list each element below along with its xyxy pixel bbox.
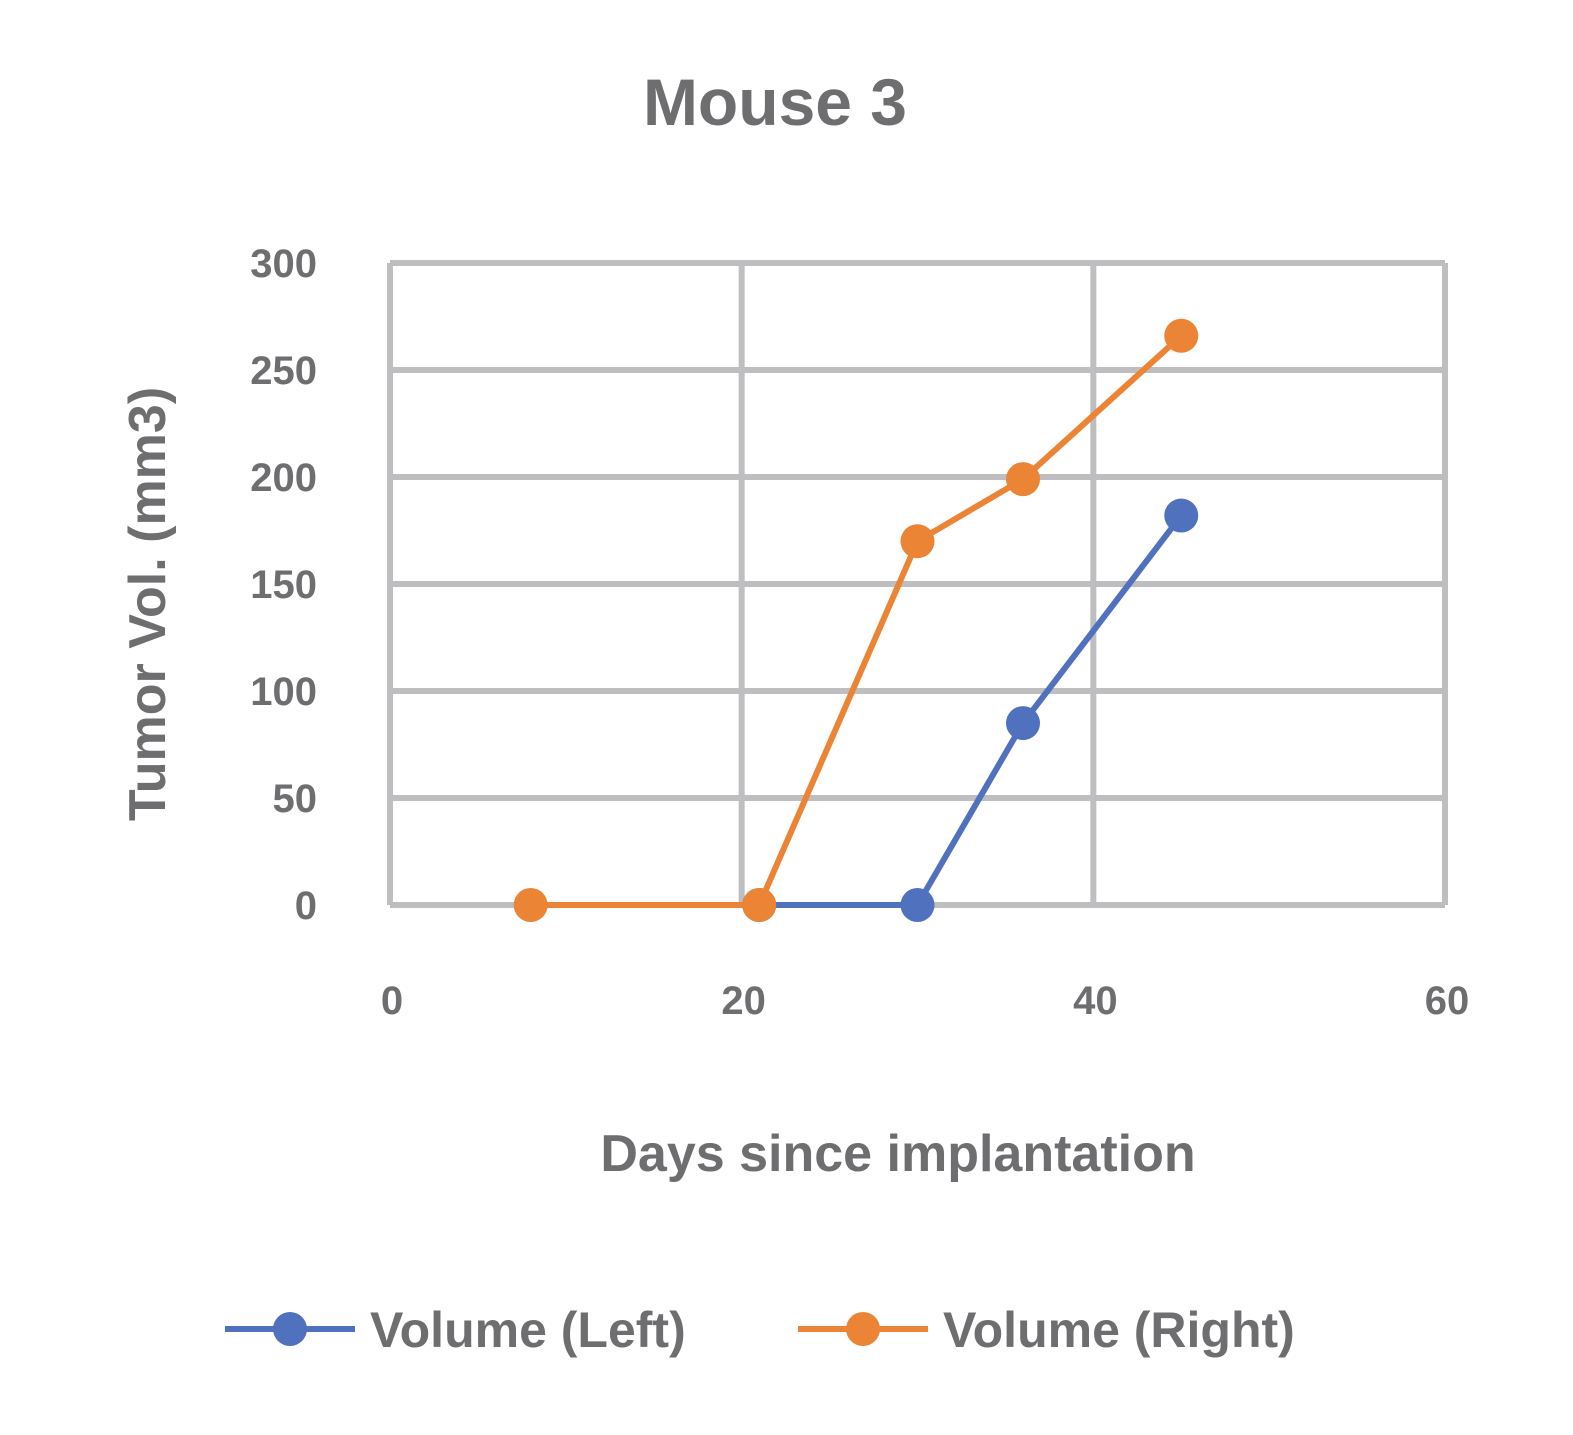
x-tick-label: 20	[721, 979, 766, 1023]
y-tick-label: 300	[250, 242, 317, 286]
data-point	[1006, 462, 1040, 497]
series-left	[742, 498, 1199, 922]
series-layer	[513, 318, 1199, 922]
x-tick-label: 40	[1073, 979, 1118, 1023]
data-point	[1164, 498, 1199, 533]
y-tick-label: 50	[273, 777, 318, 821]
series-line	[530, 333, 1184, 908]
data-point	[513, 888, 548, 922]
legend-marker	[846, 1312, 880, 1346]
legend-label: Volume (Right)	[943, 1302, 1295, 1358]
grid	[387, 260, 1448, 908]
data-point	[742, 888, 777, 922]
x-tick-label: 60	[1425, 979, 1470, 1023]
data-point	[900, 888, 935, 922]
legend-marker	[273, 1312, 307, 1346]
y-tick-label: 150	[250, 563, 317, 607]
y-tick-label: 100	[250, 670, 317, 714]
y-tick-label: 0	[295, 884, 317, 928]
legend-item-right: Volume (Right)	[798, 1302, 1295, 1358]
x-axis-label: Days since implantation	[600, 1125, 1195, 1183]
data-point	[1006, 706, 1040, 741]
x-axis-ticks: 0 20 40 60	[381, 979, 1469, 1023]
y-axis-label: Tumor Vol. (mm3)	[119, 387, 177, 821]
y-tick-label: 200	[250, 456, 317, 500]
legend-label: Volume (Left)	[370, 1302, 686, 1358]
y-axis-ticks: 0 50 100 150 200 250 300	[250, 242, 317, 928]
series-right	[513, 318, 1199, 922]
x-tick-label: 0	[381, 979, 403, 1023]
legend-item-left: Volume (Left)	[225, 1302, 686, 1358]
y-tick-label: 250	[250, 349, 317, 393]
legend: Volume (Left) Volume (Right)	[225, 1302, 1295, 1358]
chart-title: Mouse 3	[643, 65, 907, 139]
data-point	[1164, 318, 1199, 353]
series-line	[759, 513, 1184, 908]
data-point	[900, 524, 935, 559]
